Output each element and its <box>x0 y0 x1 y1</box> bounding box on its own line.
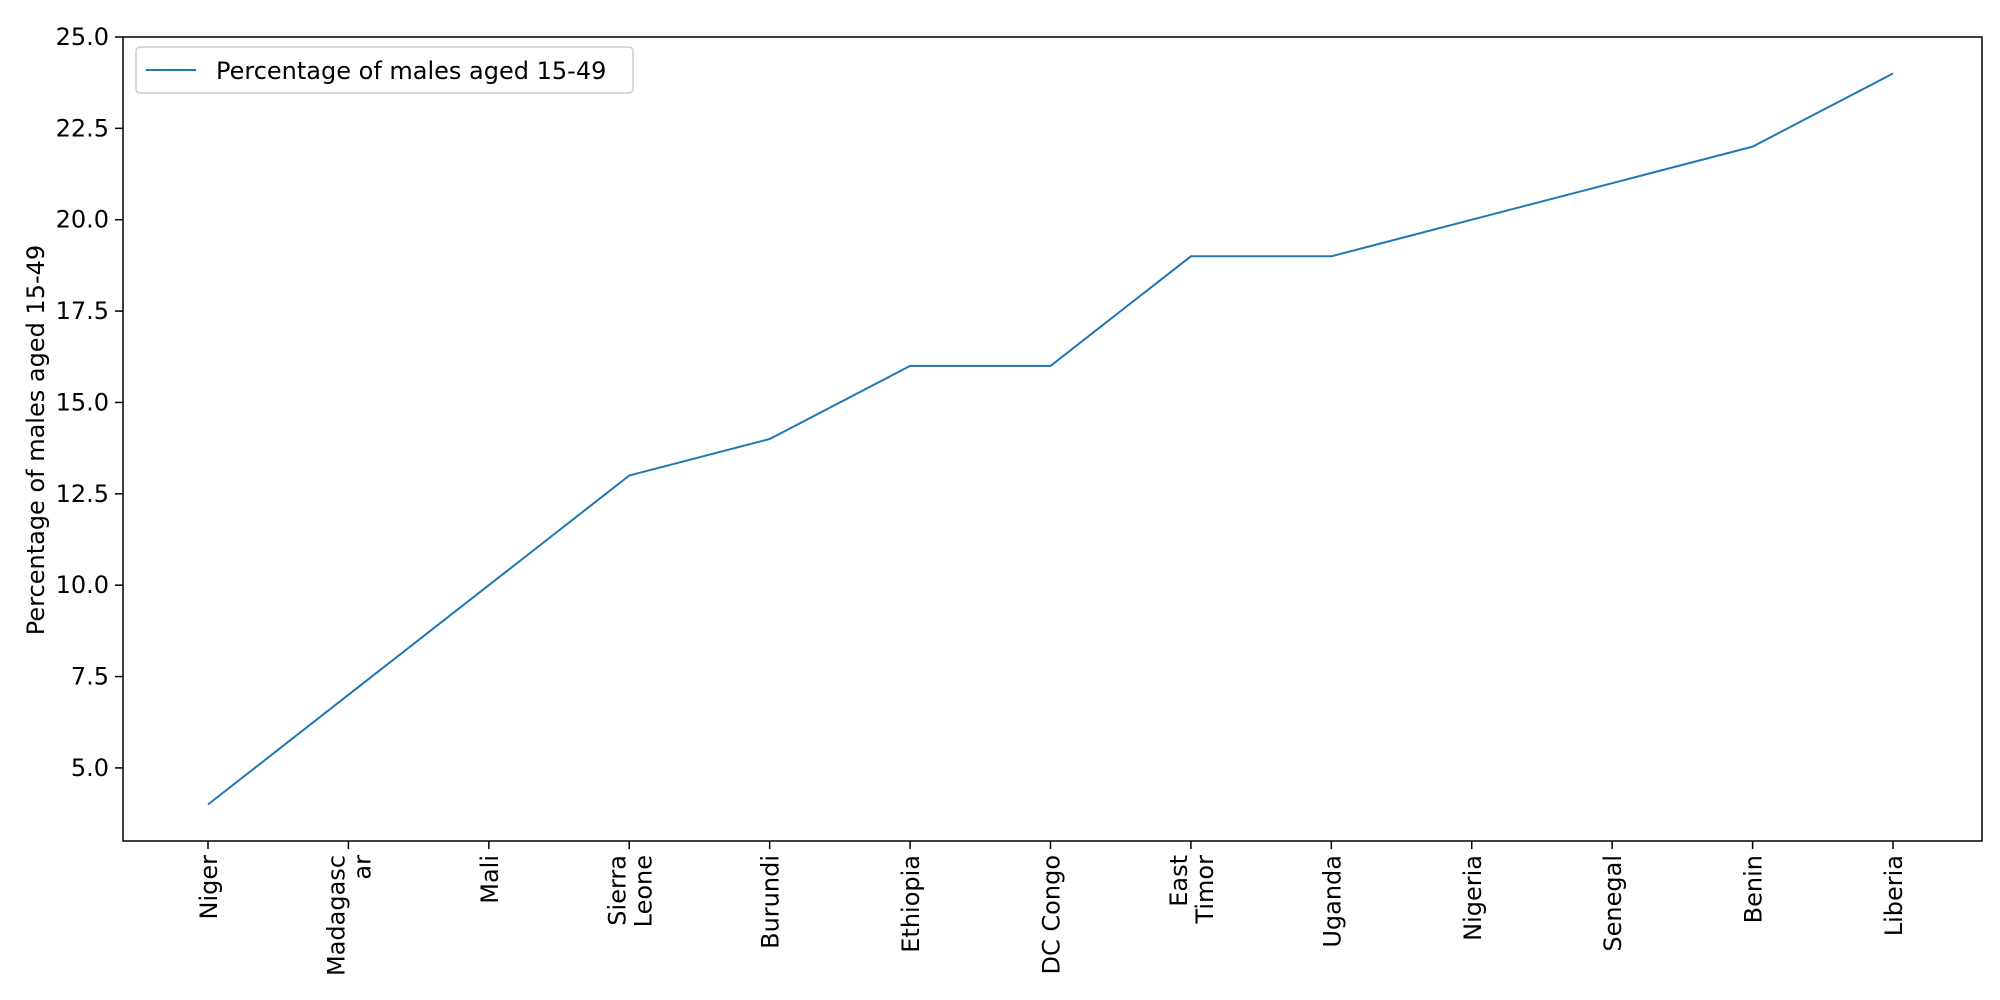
x-tick-label: EastTimor <box>1165 855 1219 925</box>
plot-frame <box>122 36 1983 842</box>
x-tick-label: Uganda <box>1318 855 1346 948</box>
x-tick-label-line: Ethiopia <box>897 855 925 953</box>
x-tick-label: Nigeria <box>1459 855 1487 941</box>
x-tick-label: Ethiopia <box>897 855 925 953</box>
x-tick-label-line: Uganda <box>1318 855 1346 948</box>
x-tick-label: Benin <box>1740 855 1768 923</box>
y-tick-label: 10.0 <box>56 571 109 599</box>
y-tick-label: 17.5 <box>56 297 109 325</box>
legend: Percentage of males aged 15-49 <box>135 46 634 94</box>
plot-area <box>122 36 1983 842</box>
x-tick-label-line: Niger <box>195 855 223 920</box>
x-tick-label-line: Timor <box>1191 855 1219 925</box>
series-line <box>207 72 1894 806</box>
x-tick-label: Liberia <box>1880 855 1908 936</box>
x-axis: Niger Madagascar Mali SierraLeone Burundi Eth… <box>195 841 1908 976</box>
x-tick-label-line: Mali <box>476 855 504 904</box>
x-tick-label-line: Leone <box>629 855 657 927</box>
x-tick-label-line: DC Congo <box>1038 855 1066 974</box>
x-tick-label: DC Congo <box>1038 855 1066 974</box>
x-tick-label-line: Senegal <box>1599 855 1627 952</box>
x-tick-label: Senegal <box>1599 855 1627 952</box>
y-tick-label: 22.5 <box>56 114 109 142</box>
series-layer <box>207 72 1894 806</box>
y-tick-label: 15.0 <box>56 388 109 416</box>
x-tick-label: SierraLeone <box>603 855 657 927</box>
x-tick-label-line: Benin <box>1740 855 1768 923</box>
x-tick-label-line: Sierra <box>603 855 631 926</box>
x-tick-label: Mali <box>476 855 504 904</box>
x-tick-label-line: East <box>1165 855 1193 907</box>
y-tick-label: 12.5 <box>56 480 109 508</box>
x-tick-label: Burundi <box>757 855 785 949</box>
legend-label: Percentage of males aged 15-49 <box>216 57 606 85</box>
y-tick-label: 25.0 <box>56 23 109 51</box>
x-tick-label-line: ar <box>348 855 376 880</box>
x-tick-label-line: Liberia <box>1880 855 1908 936</box>
legend-box <box>135 46 634 94</box>
x-tick-label-line: Madagasc <box>322 855 350 976</box>
y-tick-label: 7.5 <box>71 663 109 691</box>
x-tick-label-line: Nigeria <box>1459 855 1487 941</box>
y-tick-label: 5.0 <box>71 754 109 782</box>
y-tick-label: 20.0 <box>56 206 109 234</box>
x-tick-label: Niger <box>195 855 223 920</box>
x-tick-label: Madagascar <box>322 855 376 976</box>
y-axis: 5.0 7.5 10.0 12.5 15.0 17.5 20.0 22.5 25.0 <box>56 23 123 782</box>
y-axis-label: Percentage of males aged 15-49 <box>22 245 50 635</box>
x-tick-label-line: Burundi <box>757 855 785 949</box>
